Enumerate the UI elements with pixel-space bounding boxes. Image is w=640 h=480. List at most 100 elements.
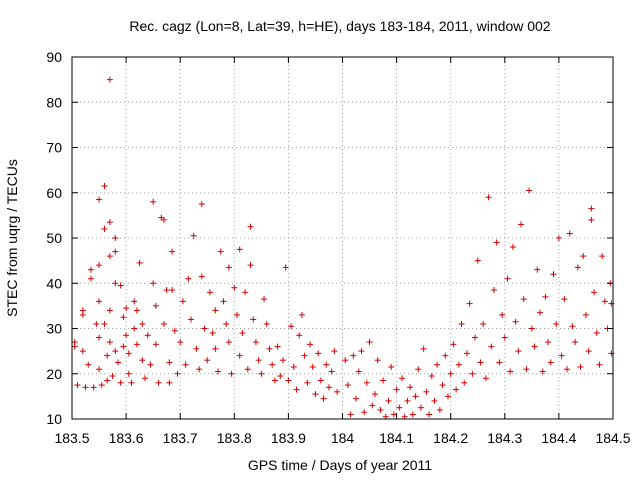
data-point [591, 289, 598, 296]
data-point [277, 373, 284, 380]
data-point [166, 359, 173, 366]
data-point [417, 404, 424, 411]
data-point [423, 388, 430, 395]
data-point [190, 232, 197, 239]
data-point [196, 366, 203, 373]
data-point [142, 375, 149, 382]
data-point [212, 307, 219, 314]
data-point [261, 296, 268, 303]
y-tick-label: 80 [46, 94, 62, 110]
data-point [101, 320, 108, 327]
data-point [307, 341, 314, 348]
data-point [334, 388, 341, 395]
x-tick-label: 184.3 [487, 430, 522, 446]
data-point [282, 264, 289, 271]
data-point [198, 201, 205, 208]
data-point [231, 284, 238, 291]
data-point [212, 345, 219, 352]
data-point [577, 363, 584, 370]
data-point [155, 379, 162, 386]
data-point [490, 287, 497, 294]
data-point [328, 368, 335, 375]
data-point [255, 357, 262, 364]
data-point [385, 397, 392, 404]
data-point [139, 320, 146, 327]
x-tick-label: 184.5 [595, 430, 630, 446]
grid-lines [72, 57, 613, 419]
x-axis-label: GPS time / Days of year 2011 [248, 457, 432, 473]
data-point [555, 235, 562, 241]
data-point [279, 357, 286, 364]
data-point [228, 370, 235, 377]
data-point [593, 330, 600, 337]
data-point [204, 357, 211, 364]
data-point [225, 339, 232, 346]
data-point [133, 341, 140, 348]
data-point [407, 384, 414, 391]
data-point [485, 194, 492, 201]
data-point [266, 345, 273, 352]
data-point [312, 391, 319, 398]
data-point [285, 377, 292, 384]
data-point [123, 332, 130, 339]
y-tick-label: 50 [46, 230, 62, 246]
data-point [561, 296, 568, 303]
data-point [488, 343, 495, 350]
x-tick-label: 184.1 [379, 430, 414, 446]
data-point [585, 348, 592, 355]
data-point [553, 320, 560, 327]
data-point [106, 307, 113, 314]
data-point [518, 221, 525, 228]
data-point [507, 368, 514, 375]
data-point [369, 402, 376, 409]
data-point [463, 350, 470, 357]
data-point [420, 345, 427, 352]
data-point [188, 316, 195, 323]
data-point [582, 311, 589, 318]
data-point [390, 411, 397, 418]
data-point [250, 316, 257, 323]
data-point [112, 348, 119, 355]
data-point [444, 393, 451, 400]
data-point [120, 343, 127, 350]
data-point [431, 397, 438, 404]
data-point [434, 361, 441, 368]
data-point [198, 273, 205, 280]
data-point [520, 296, 527, 303]
data-point [342, 357, 349, 364]
data-point [125, 350, 132, 357]
y-tick-label: 30 [46, 321, 62, 337]
data-point [380, 377, 387, 384]
x-tick-label: 183.5 [54, 430, 89, 446]
data-point [87, 266, 94, 273]
data-point [90, 384, 97, 391]
data-point [301, 352, 308, 359]
data-point [317, 377, 324, 384]
data-point [358, 348, 365, 355]
data-point [244, 366, 251, 373]
data-point [564, 366, 571, 373]
data-point [206, 289, 213, 296]
data-point [580, 253, 587, 260]
data-point [247, 262, 254, 269]
data-point [453, 386, 460, 393]
data-point [106, 76, 113, 83]
data-point [131, 298, 138, 305]
data-point [504, 275, 511, 282]
data-point [298, 311, 305, 318]
data-point [347, 411, 354, 418]
data-point [374, 357, 381, 364]
data-point [133, 307, 140, 314]
data-point [496, 359, 503, 366]
data-point [123, 305, 130, 312]
data-point [147, 361, 154, 368]
data-point [512, 318, 519, 325]
data-point [569, 323, 576, 330]
data-point [426, 411, 433, 418]
chart-title: Rec. cagz (Lon=8, Lat=39, h=HE), days 18… [129, 18, 550, 34]
data-point [361, 409, 368, 416]
x-tick-label: 183.6 [109, 430, 144, 446]
data-point [315, 350, 322, 357]
data-point [117, 282, 124, 289]
data-point [152, 302, 159, 309]
